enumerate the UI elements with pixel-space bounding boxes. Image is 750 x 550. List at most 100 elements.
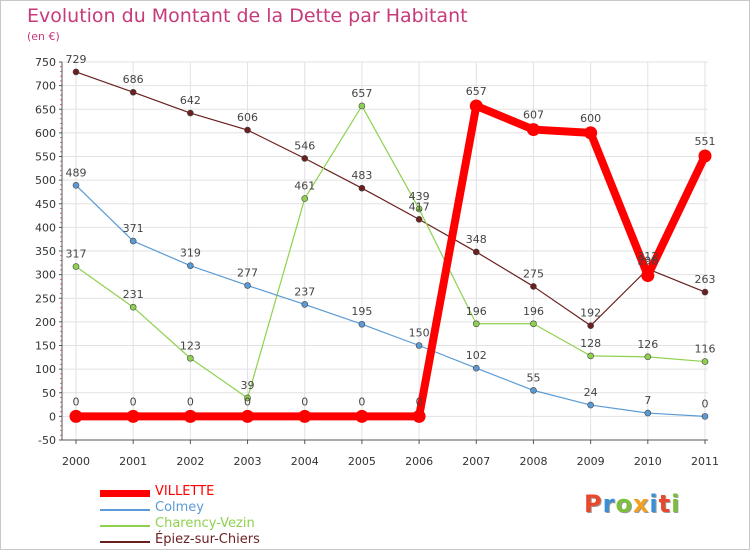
data-point-2 (530, 320, 537, 328)
data-point-3 (301, 155, 309, 162)
legend-label: Épiez-sur-Chiers (155, 532, 260, 547)
series-line-0 (76, 101, 709, 421)
legend-swatch (100, 525, 150, 527)
data-label-2: 196 (523, 305, 544, 318)
x-tick-label: 2009 (577, 455, 605, 468)
x-tick-label: 2006 (405, 455, 433, 468)
data-label-0: 607 (523, 109, 544, 122)
legend-item: Épiez-sur-Chiers (100, 532, 300, 549)
data-label-2: 196 (466, 305, 487, 318)
data-label-3: 606 (237, 111, 258, 124)
data-label-1: 150 (409, 327, 430, 340)
data-label-1: 7 (644, 394, 651, 407)
data-point-1 (472, 364, 480, 372)
data-point-3 (358, 184, 366, 192)
data-point-3 (72, 68, 80, 76)
proxiti-logo: Proxiti (584, 490, 681, 518)
data-label-3: 312 (637, 250, 658, 263)
data-label-2: 116 (695, 343, 716, 356)
legend-item: VILLETTE (100, 484, 300, 501)
data-label-2: 128 (580, 337, 601, 350)
data-label-3: 546 (294, 139, 315, 152)
x-tick-label: 2008 (519, 455, 547, 468)
legend-swatch (100, 541, 150, 543)
y-tick-label: 700 (35, 80, 56, 93)
series-line-1 (75, 184, 706, 417)
data-label-3: 263 (695, 273, 716, 286)
x-tick-label: 2011 (691, 455, 719, 468)
data-point-0 (526, 123, 540, 137)
x-tick-label: 2004 (291, 455, 319, 468)
data-point-2 (701, 358, 709, 365)
data-point-1 (701, 413, 709, 420)
data-label-2: 231 (123, 288, 144, 301)
legend-label: Colmey (155, 500, 204, 515)
data-label-2: 657 (351, 87, 372, 100)
data-point-3 (530, 283, 537, 290)
data-point-1 (72, 182, 80, 189)
data-point-3 (129, 88, 137, 96)
y-tick-label: 250 (35, 292, 56, 305)
legend-swatch (100, 509, 150, 511)
data-label-1: 55 (526, 371, 540, 384)
data-label-1: 489 (66, 166, 87, 179)
data-label-1: 371 (123, 222, 144, 235)
data-label-0: 0 (187, 395, 194, 408)
data-label-3: 417 (409, 200, 430, 213)
data-point-2 (72, 263, 80, 270)
y-tick-label: 300 (35, 269, 56, 282)
data-point-0 (698, 149, 712, 163)
data-point-3 (701, 288, 709, 296)
y-tick-label: -50 (38, 434, 56, 447)
data-point-2 (472, 320, 480, 328)
data-label-2: 439 (409, 190, 430, 203)
series-line-3 (75, 71, 706, 327)
data-label-2: 123 (180, 339, 201, 352)
data-point-1 (358, 320, 366, 328)
legend-swatch (100, 490, 150, 497)
legend-label: VILLETTE (155, 484, 215, 499)
x-tick-label: 2002 (176, 455, 204, 468)
data-label-1: 0 (702, 397, 709, 410)
data-label-2: 317 (66, 248, 87, 261)
data-label-1: 237 (294, 285, 315, 298)
data-label-0: 298 (637, 255, 658, 268)
data-point-3 (587, 322, 594, 329)
x-tick-label: 2001 (119, 455, 147, 468)
y-tick-label: 200 (35, 316, 56, 329)
data-point-0 (584, 126, 598, 140)
data-point-1 (187, 262, 194, 269)
legend-item: Colmey (100, 500, 300, 517)
y-tick-label: 400 (35, 221, 56, 234)
x-tick-label: 2005 (348, 455, 376, 468)
data-label-3: 483 (351, 169, 372, 182)
data-label-2: 461 (294, 180, 315, 193)
data-label-0: 0 (73, 395, 80, 408)
data-point-0 (126, 409, 140, 423)
data-point-3 (415, 216, 423, 223)
data-point-2 (187, 354, 194, 362)
data-point-3 (472, 248, 480, 256)
data-point-2 (244, 394, 251, 402)
data-label-0: 551 (695, 135, 716, 148)
data-point-3 (187, 109, 194, 117)
data-point-2 (587, 352, 594, 360)
data-label-3: 192 (580, 307, 601, 320)
data-point-1 (587, 401, 594, 409)
data-point-3 (244, 126, 251, 134)
chart-subtitle: (en €) (27, 30, 60, 43)
y-tick-label: 50 (42, 387, 56, 400)
data-point-0 (241, 409, 255, 423)
y-tick-label: 350 (35, 245, 56, 258)
data-label-3: 686 (123, 73, 144, 86)
data-label-2: 126 (637, 338, 658, 351)
legend-label: Charency-Vezin (155, 516, 255, 531)
y-tick-label: 0 (49, 410, 56, 423)
data-label-1: 24 (584, 386, 598, 399)
data-point-1 (644, 409, 652, 417)
chart-title: Evolution du Montant de la Dette par Hab… (27, 5, 468, 27)
y-tick-label: 650 (35, 103, 56, 116)
data-point-0 (183, 409, 197, 423)
data-label-0: 0 (130, 395, 137, 408)
